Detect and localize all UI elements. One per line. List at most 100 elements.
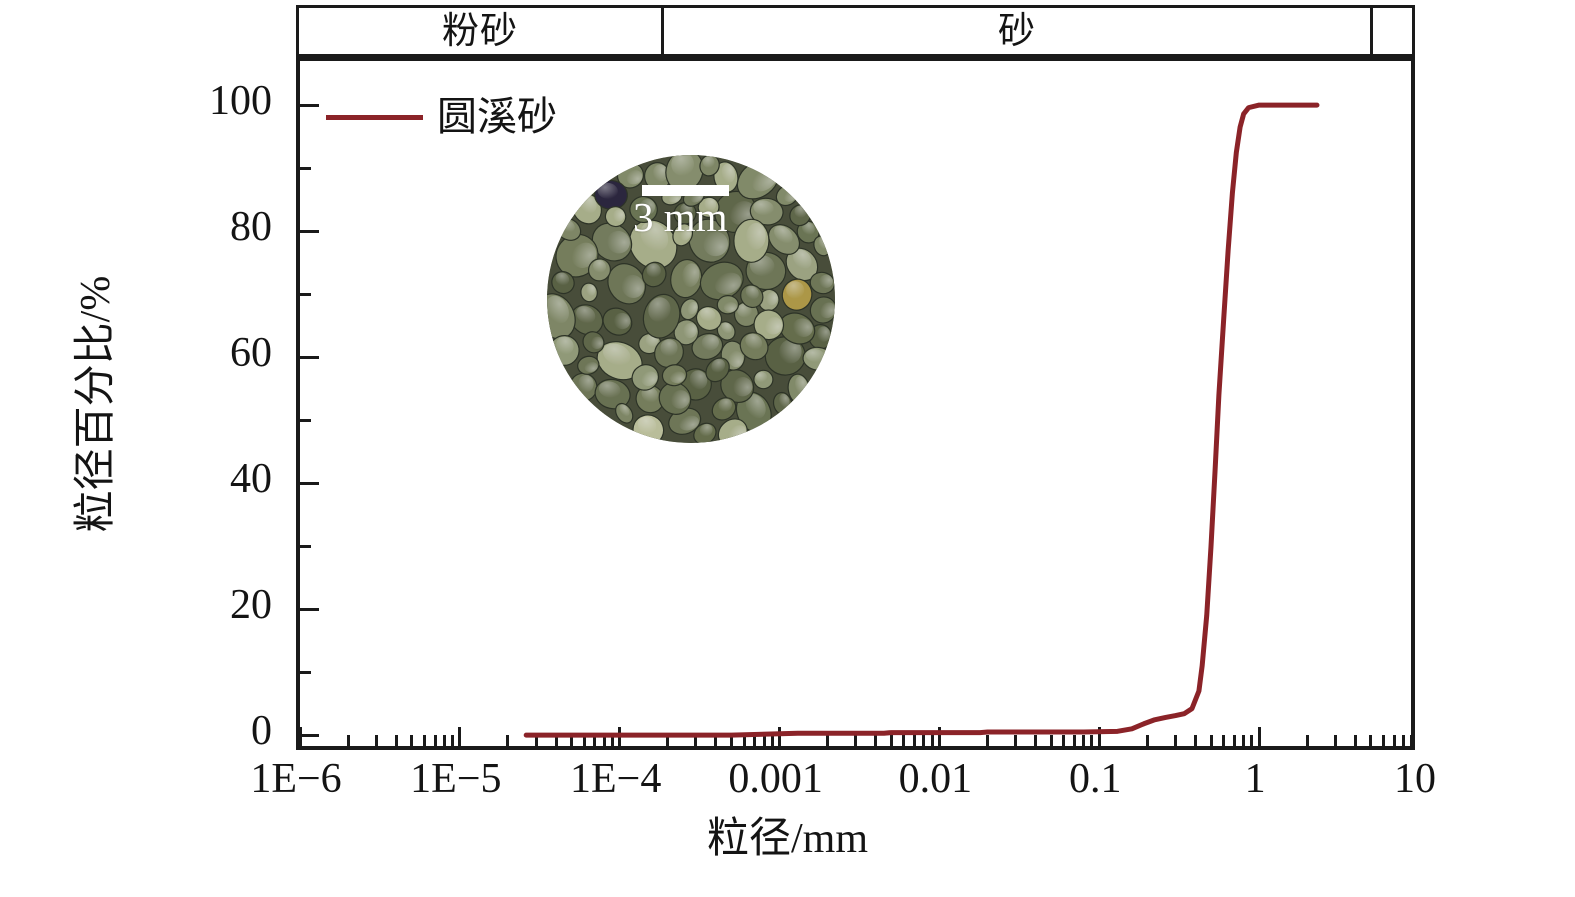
y-tick-label: 0: [251, 708, 272, 755]
x-tick-major: [618, 727, 622, 746]
x-tick-minor: [346, 735, 350, 746]
x-tick-label: 0.01: [898, 756, 973, 802]
y-tick-major: [300, 229, 319, 233]
classification-cell-silt: 粉砂: [299, 8, 661, 54]
x-tick-minor: [770, 735, 774, 746]
x-tick-minor: [922, 735, 926, 746]
x-tick-minor: [1194, 735, 1198, 746]
classification-cell-gravel: [1370, 8, 1412, 54]
x-tick-minor: [1222, 735, 1226, 746]
y-tick-label: 100: [209, 78, 272, 125]
x-tick-minor: [1174, 735, 1178, 746]
x-tick-major: [937, 727, 941, 746]
inset-sand-photo: 3 mm: [547, 155, 835, 443]
legend-line-swatch: [326, 114, 423, 120]
x-tick-label: 0.1: [1069, 756, 1122, 802]
x-tick-minor: [410, 735, 414, 746]
x-tick-minor: [442, 735, 446, 746]
x-tick-minor: [506, 735, 510, 746]
x-tick-minor: [433, 735, 437, 746]
x-tick-major: [1097, 727, 1101, 746]
x-tick-minor: [874, 735, 878, 746]
x-tick-minor: [374, 735, 378, 746]
x-tick-minor: [762, 735, 766, 746]
legend: 圆溪砂: [326, 97, 557, 137]
x-tick-minor: [1402, 735, 1405, 746]
x-tick-minor: [582, 735, 586, 746]
x-tick-minor: [930, 735, 934, 746]
y-tick-minor: [300, 418, 311, 422]
x-tick-minor: [1305, 735, 1309, 746]
x-tick-minor: [554, 735, 558, 746]
x-tick-minor: [1145, 735, 1149, 746]
plot-area: 圆溪砂: [296, 57, 1415, 750]
x-tick-major: [458, 727, 462, 746]
x-tick-label: 1E−5: [410, 756, 502, 802]
y-tick-major: [300, 733, 319, 737]
soil-classification-bar: 粉砂 砂: [296, 5, 1415, 57]
x-tick-label: 0.001: [728, 756, 823, 802]
y-tick-label: 40: [230, 456, 272, 503]
x-tick-minor: [1014, 735, 1018, 746]
x-tick-minor: [422, 735, 426, 746]
x-tick-minor: [1082, 735, 1086, 746]
x-tick-minor: [593, 735, 597, 746]
x-tick-minor: [714, 735, 718, 746]
x-tick-minor: [986, 735, 990, 746]
classification-cell-sand: 砂: [661, 8, 1370, 54]
y-tick-major: [300, 607, 319, 611]
x-tick-minor: [1333, 735, 1337, 746]
x-tick-minor: [729, 735, 733, 746]
x-tick-label: 1: [1244, 756, 1266, 802]
y-tick-label: 80: [230, 204, 272, 251]
x-tick-minor: [1382, 735, 1386, 746]
y-tick-major: [300, 481, 319, 485]
sand-grains-image: [547, 155, 835, 443]
x-tick-minor: [902, 735, 906, 746]
x-tick-minor: [889, 735, 893, 746]
y-tick-minor: [300, 544, 311, 548]
x-tick-minor: [753, 735, 757, 746]
x-tick-label: 1E−4: [570, 756, 662, 802]
x-tick-minor: [1209, 735, 1213, 746]
x-tick-minor: [534, 735, 538, 746]
x-tick-minor: [1034, 735, 1038, 746]
x-tick-major: [1257, 727, 1261, 746]
y-tick-minor: [300, 292, 311, 296]
x-tick-minor: [451, 735, 455, 746]
x-tick-label: 10: [1394, 756, 1436, 802]
y-tick-minor: [300, 670, 311, 674]
classification-label-sand: 砂: [998, 10, 1036, 52]
x-tick-minor: [1369, 735, 1373, 746]
x-tick-minor: [610, 735, 614, 746]
y-axis-title: 粒径百分比/%: [73, 275, 119, 533]
y-tick-major: [300, 355, 319, 359]
y-tick-minor: [300, 166, 311, 170]
classification-label-silt: 粉砂: [442, 10, 518, 52]
x-tick-minor: [1090, 735, 1094, 746]
x-tick-minor: [1073, 735, 1077, 746]
scale-bar-label: 3 mm: [633, 194, 728, 240]
x-tick-minor: [570, 735, 574, 746]
data-curve-layer: [523, 102, 1320, 738]
x-tick-label: 1E−6: [250, 756, 342, 802]
x-tick-minor: [1353, 735, 1357, 746]
legend-label-yuanxi-sand: 圆溪砂: [437, 94, 557, 139]
x-tick-major: [778, 727, 782, 746]
x-tick-minor: [854, 735, 858, 746]
x-tick-minor: [602, 735, 606, 746]
x-axis-title: 粒径/mm: [706, 816, 868, 862]
scale-bar: [642, 185, 729, 196]
x-tick-minor: [1250, 735, 1254, 746]
x-tick-minor: [1410, 735, 1411, 746]
y-tick-label: 60: [230, 330, 272, 377]
x-tick-minor: [1062, 735, 1066, 746]
y-tick-major: [300, 103, 319, 107]
x-tick-minor: [1049, 735, 1053, 746]
x-tick-minor: [666, 735, 670, 746]
x-tick-minor: [913, 735, 917, 746]
y-tick-label: 20: [230, 582, 272, 629]
plot-inner: 圆溪砂: [300, 61, 1411, 746]
x-tick-minor: [742, 735, 746, 746]
